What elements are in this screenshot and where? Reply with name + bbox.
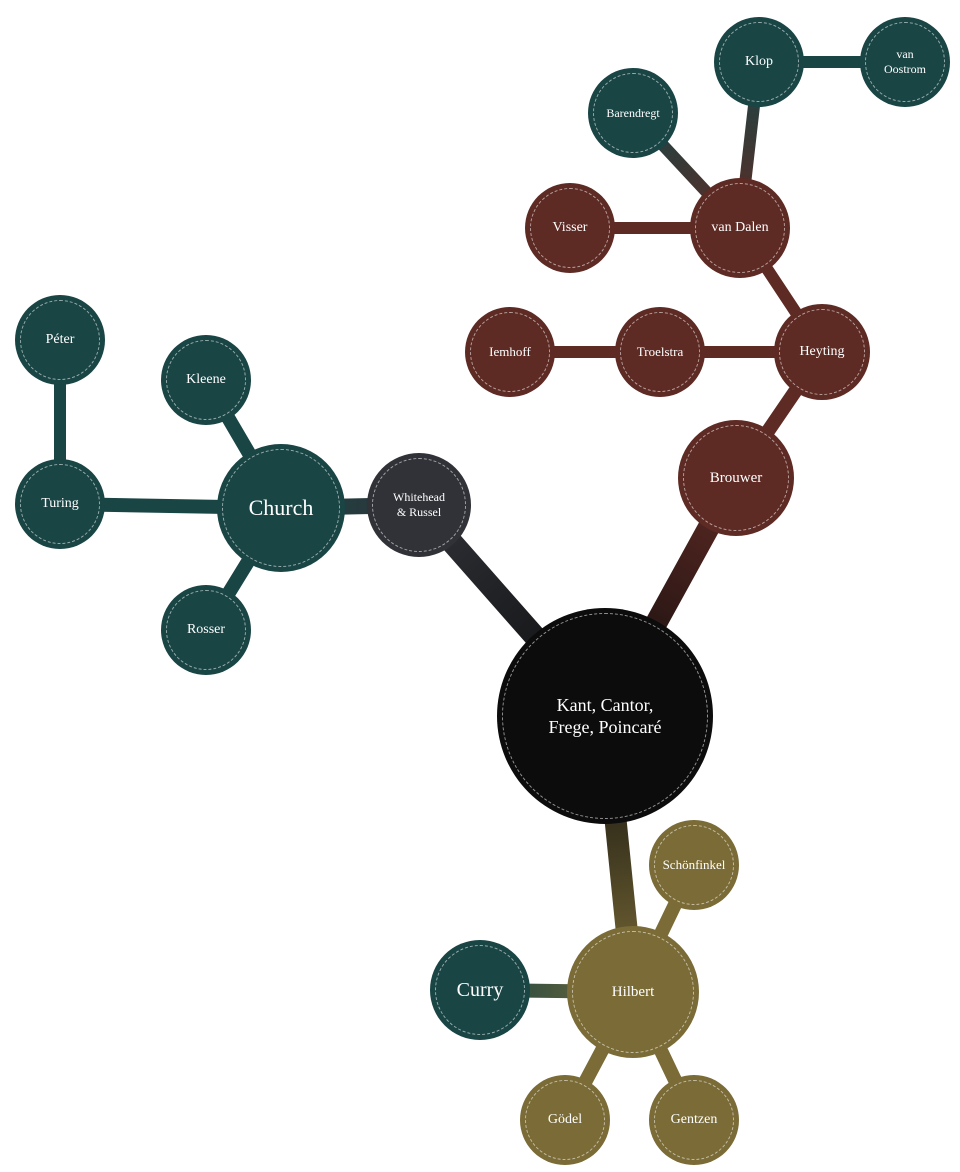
node-kleene: Kleene (161, 335, 251, 425)
node-label: Hilbert (606, 983, 661, 1002)
node-label: Turing (35, 495, 85, 513)
node-label: Schönfinkel (657, 857, 732, 873)
node-label: van Dalen (705, 219, 774, 237)
node-label: Curry (451, 978, 510, 1003)
node-brouwer: Brouwer (678, 420, 794, 536)
node-label: Heyting (793, 343, 850, 361)
node-label: Gentzen (665, 1111, 724, 1129)
node-label: Troelstra (631, 344, 689, 360)
node-label: Klop (739, 53, 779, 71)
node-turing: Turing (15, 459, 105, 549)
node-curry: Curry (430, 940, 530, 1040)
node-oostrom: van Oostrom (860, 17, 950, 107)
node-church: Church (217, 444, 345, 572)
node-label: Iemhoff (483, 344, 537, 360)
node-label: van Oostrom (878, 47, 932, 77)
node-label: Whitehead & Russel (387, 490, 451, 520)
node-visser: Visser (525, 183, 615, 273)
node-peter: Péter (15, 295, 105, 385)
node-gentzen: Gentzen (649, 1075, 739, 1165)
node-godel: Gödel (520, 1075, 610, 1165)
node-label: Rosser (181, 621, 231, 639)
node-rosser: Rosser (161, 585, 251, 675)
diagram-stage: Kant, Cantor, Frege, Poincaré Whitehead &… (0, 0, 960, 1172)
node-hilbert: Hilbert (567, 926, 699, 1058)
node-label: Gödel (542, 1111, 588, 1129)
node-schon: Schönfinkel (649, 820, 739, 910)
node-root: Kant, Cantor, Frege, Poincaré (497, 608, 713, 824)
node-label: Visser (547, 219, 594, 237)
node-label: Kant, Cantor, Frege, Poincaré (543, 694, 668, 739)
node-heyting: Heyting (774, 304, 870, 400)
node-barendregt: Barendregt (588, 68, 678, 158)
node-whitehead: Whitehead & Russel (367, 453, 471, 557)
node-klop: Klop (714, 17, 804, 107)
node-label: Church (243, 494, 320, 522)
node-label: Kleene (180, 371, 232, 389)
node-label: Barendregt (600, 106, 665, 121)
node-iemhoff: Iemhoff (465, 307, 555, 397)
node-troelstra: Troelstra (615, 307, 705, 397)
node-label: Brouwer (704, 469, 769, 488)
node-vandalen: van Dalen (690, 178, 790, 278)
node-label: Péter (40, 331, 81, 349)
